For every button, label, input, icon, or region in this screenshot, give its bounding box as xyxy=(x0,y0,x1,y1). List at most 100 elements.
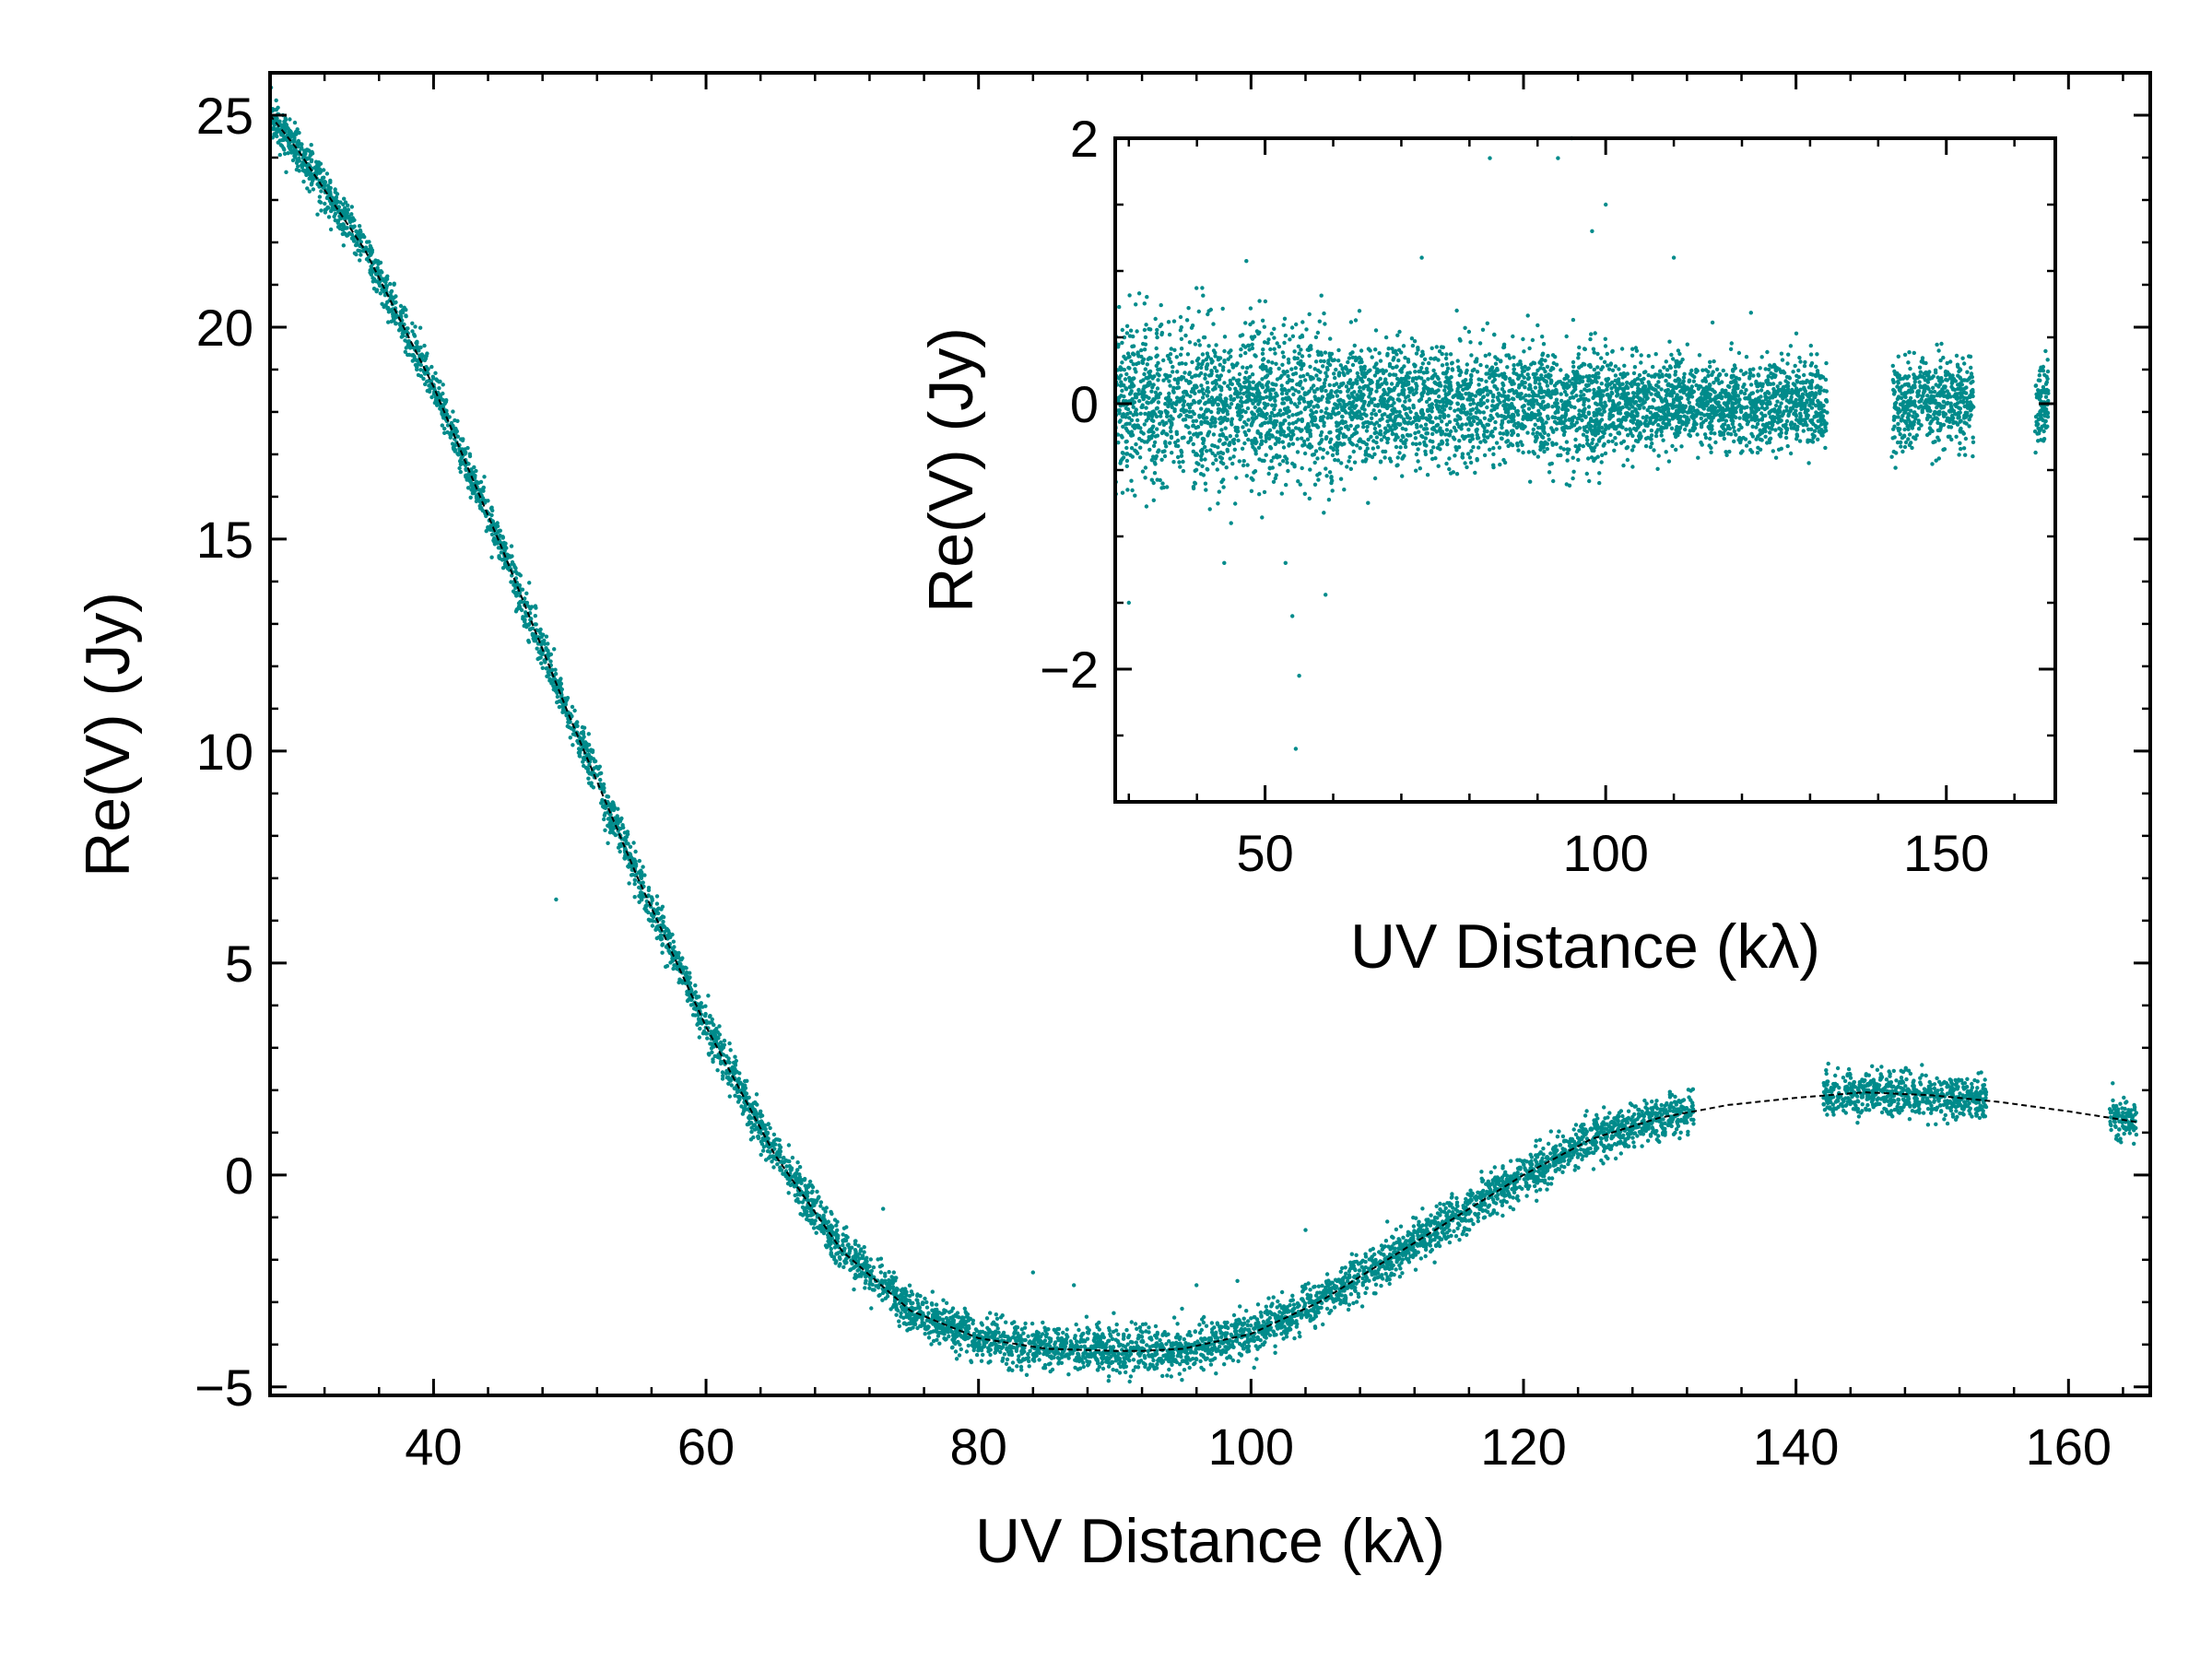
data-point xyxy=(354,252,359,257)
data-point xyxy=(1122,1359,1126,1364)
data-point xyxy=(1364,1286,1370,1290)
data-point xyxy=(317,194,323,199)
data-point xyxy=(1632,1145,1637,1149)
data-point xyxy=(1602,1105,1606,1110)
data-point xyxy=(1346,1278,1350,1284)
data-point xyxy=(733,1054,737,1059)
data-point xyxy=(1113,1337,1118,1342)
data-point xyxy=(1379,1243,1384,1248)
data-point xyxy=(1188,1350,1194,1355)
data-point xyxy=(425,379,429,384)
data-point xyxy=(1055,1332,1061,1336)
data-point xyxy=(1324,1279,1329,1284)
data-point xyxy=(749,1129,754,1135)
data-point xyxy=(1408,1246,1414,1252)
data-point xyxy=(841,1239,845,1244)
data-point xyxy=(812,1221,817,1226)
data-point xyxy=(1129,1320,1135,1324)
data-point xyxy=(1665,1102,1669,1107)
data-point xyxy=(435,378,440,382)
data-point xyxy=(1066,1356,1071,1360)
data-point xyxy=(551,684,556,688)
data-point xyxy=(1041,1341,1045,1347)
data-point xyxy=(1669,1100,1674,1106)
data-point xyxy=(1272,1333,1277,1337)
data-point xyxy=(1078,1337,1084,1343)
data-point xyxy=(1128,1339,1134,1345)
data-point xyxy=(1546,1141,1551,1147)
data-point xyxy=(294,160,300,165)
data-point xyxy=(1017,1354,1021,1359)
data-point xyxy=(534,622,538,627)
data-point xyxy=(1671,1132,1677,1137)
data-point xyxy=(1327,1311,1332,1315)
data-point xyxy=(901,1321,906,1326)
data-point xyxy=(1244,1309,1249,1313)
data-point xyxy=(1516,1198,1521,1203)
data-point xyxy=(868,1257,873,1262)
data-point xyxy=(1110,1336,1115,1342)
data-point xyxy=(957,1315,961,1320)
data-point xyxy=(1583,1113,1588,1118)
data-point xyxy=(1206,1351,1211,1356)
data-point xyxy=(818,1200,824,1205)
data-point xyxy=(322,183,327,188)
data-point xyxy=(1648,1133,1653,1137)
data-point xyxy=(1453,1234,1459,1239)
data-point xyxy=(1229,1332,1234,1337)
data-point xyxy=(1298,1334,1302,1339)
data-point xyxy=(1084,1314,1089,1319)
data-point xyxy=(981,1352,985,1358)
data-point xyxy=(1373,1257,1378,1263)
data-point xyxy=(715,1030,720,1035)
data-point xyxy=(1398,1241,1403,1246)
data-point xyxy=(1464,1196,1468,1202)
data-point xyxy=(1161,1353,1166,1359)
data-point xyxy=(1241,1316,1246,1321)
data-point xyxy=(1106,1351,1112,1357)
data-point xyxy=(1012,1320,1017,1324)
data-point xyxy=(559,681,563,687)
data-point xyxy=(1201,1336,1206,1342)
data-point xyxy=(1654,1137,1660,1142)
data-point xyxy=(1135,1326,1139,1332)
data-point xyxy=(1455,1208,1460,1214)
data-point xyxy=(869,1306,874,1311)
data-point xyxy=(832,1245,838,1250)
data-point xyxy=(1513,1172,1518,1178)
data-point xyxy=(957,1353,962,1358)
data-point xyxy=(433,371,438,375)
data-point xyxy=(840,1252,845,1256)
data-point xyxy=(1214,1371,1218,1376)
data-point xyxy=(1073,1334,1077,1338)
data-point xyxy=(410,321,415,325)
data-point xyxy=(322,175,326,180)
data-point xyxy=(1276,1299,1280,1304)
data-point xyxy=(1661,1126,1665,1132)
data-point xyxy=(1509,1159,1513,1163)
data-point xyxy=(1083,1345,1088,1349)
data-point xyxy=(1100,1361,1104,1366)
data-point xyxy=(984,1316,990,1321)
data-point xyxy=(460,438,465,443)
data-point xyxy=(727,1094,732,1099)
data-point xyxy=(1354,1300,1359,1304)
data-point xyxy=(947,1334,951,1339)
data-point xyxy=(876,1257,880,1262)
data-point xyxy=(1236,1359,1241,1364)
data-point xyxy=(413,324,418,329)
data-point xyxy=(994,1312,999,1317)
data-point xyxy=(911,1325,915,1330)
data-point xyxy=(1476,1218,1481,1224)
data-point xyxy=(1100,1366,1106,1371)
data-point xyxy=(1393,1246,1397,1251)
data-point xyxy=(1273,1344,1277,1348)
data-point xyxy=(1252,1365,1256,1371)
data-point xyxy=(1546,1157,1550,1162)
data-point xyxy=(1255,1302,1261,1307)
data-point xyxy=(790,1155,795,1160)
data-point xyxy=(1279,1289,1285,1295)
data-point xyxy=(976,1348,981,1353)
data-point xyxy=(924,1305,930,1310)
data-point xyxy=(998,1315,1004,1320)
